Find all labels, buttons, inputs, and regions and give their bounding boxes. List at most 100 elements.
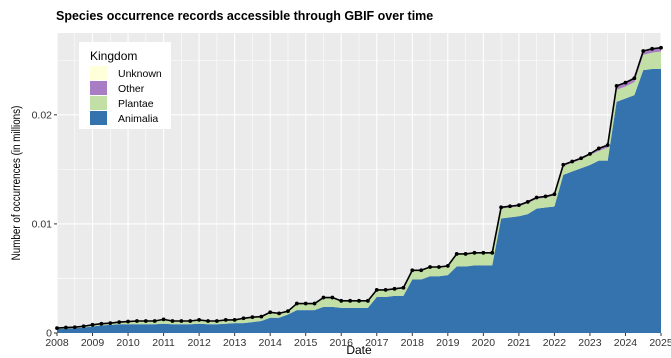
total-point	[286, 309, 290, 314]
area-animalia	[57, 69, 661, 333]
total-point	[277, 311, 281, 316]
total-point	[543, 194, 548, 199]
total-point	[641, 49, 646, 53]
total-point	[55, 326, 59, 330]
total-point	[135, 319, 139, 323]
y-axis-title: Number of occurrences (in millions)	[10, 106, 23, 261]
total-point	[250, 315, 255, 320]
total-point	[321, 295, 326, 300]
total-point	[161, 317, 166, 322]
x-tick-label: 2020	[472, 337, 496, 349]
total-point	[499, 205, 504, 210]
x-tick-label: 2023	[578, 337, 602, 349]
x-tick-label: 2015	[294, 337, 318, 349]
total-point	[632, 76, 637, 81]
total-point	[614, 84, 619, 88]
total-point	[63, 325, 68, 330]
total-point	[241, 316, 246, 321]
legend-key-plantae	[90, 96, 107, 110]
x-tick-label: 2012	[187, 337, 211, 349]
total-point	[330, 295, 335, 300]
x-tick-label: 2010	[116, 337, 140, 349]
total-point	[437, 265, 441, 269]
total-point	[588, 151, 592, 156]
total-point	[605, 143, 610, 148]
total-point	[445, 264, 450, 268]
x-tick-label: 2008	[45, 337, 69, 349]
total-point	[143, 319, 148, 323]
total-point	[72, 325, 77, 330]
x-tick-label: 2009	[81, 337, 105, 349]
total-point	[463, 252, 468, 256]
total-point	[339, 298, 344, 303]
total-point	[596, 146, 601, 151]
stacked-areas	[57, 47, 661, 333]
total-point	[90, 322, 95, 327]
total-point	[561, 162, 566, 167]
legend: Kingdom Unknown Other Plantae Animalia	[79, 42, 171, 129]
x-tick-label: 2017	[365, 337, 389, 349]
total-point	[428, 265, 432, 269]
total-point	[419, 268, 424, 273]
total-point	[365, 298, 370, 303]
chart-title: Species occurrence records accessible th…	[56, 9, 434, 23]
total-point	[303, 301, 308, 306]
total-point	[579, 156, 583, 161]
total-point	[126, 319, 130, 324]
total-point	[525, 199, 530, 204]
total-point	[401, 285, 406, 290]
total-point	[570, 159, 575, 164]
x-axis-title: Date	[346, 343, 372, 357]
x-tick-label: 2019	[436, 337, 460, 349]
total-point	[152, 319, 157, 323]
legend-key-unknown	[90, 66, 107, 80]
total-point	[206, 319, 210, 323]
x-tick-label: 2025	[649, 337, 671, 349]
total-point	[534, 195, 539, 200]
x-tick-label: 2021	[507, 337, 531, 349]
total-point	[374, 288, 379, 292]
total-point	[623, 80, 628, 85]
x-tick-label: 2016	[330, 337, 354, 349]
legend-title: Kingdom	[90, 49, 137, 63]
total-point	[508, 204, 512, 209]
total-point	[179, 319, 184, 323]
total-point	[117, 320, 122, 324]
total-point	[650, 46, 655, 51]
total-point	[481, 250, 486, 255]
total-point	[294, 301, 299, 306]
total-point	[454, 252, 459, 256]
total-point	[490, 250, 495, 255]
x-axis: 2008 2009 2010 2011 2012 2013 2014 2015 2016 2017…	[45, 333, 671, 349]
y-tick-label: 0.02	[32, 109, 53, 121]
y-axis: 0 0.01 0.02	[32, 109, 57, 340]
x-tick-label: 2013	[223, 337, 247, 349]
total-point	[99, 321, 104, 326]
legend-key-other	[90, 81, 107, 95]
total-point	[81, 324, 86, 329]
y-tick-label: 0	[46, 328, 52, 340]
y-tick-label: 0.01	[32, 218, 53, 230]
legend-label-unknown: Unknown	[118, 68, 162, 80]
x-tick-label: 2014	[258, 337, 282, 349]
total-point	[170, 319, 175, 323]
x-tick-label: 2022	[543, 337, 567, 349]
total-point	[312, 301, 317, 306]
total-point	[259, 314, 264, 319]
legend-label-animalia: Animalia	[118, 113, 158, 125]
total-point	[472, 250, 477, 255]
total-point	[552, 192, 557, 197]
total-point	[223, 318, 228, 322]
total-point	[108, 321, 113, 326]
total-point	[516, 203, 521, 208]
x-tick-label: 2011	[152, 337, 175, 349]
total-point	[383, 288, 388, 292]
total-line	[55, 45, 663, 330]
total-point	[392, 286, 397, 291]
total-point	[659, 45, 663, 50]
total-point	[214, 319, 219, 323]
total-point	[188, 319, 193, 323]
x-tick-label: 2018	[401, 337, 425, 349]
total-point	[197, 318, 202, 322]
